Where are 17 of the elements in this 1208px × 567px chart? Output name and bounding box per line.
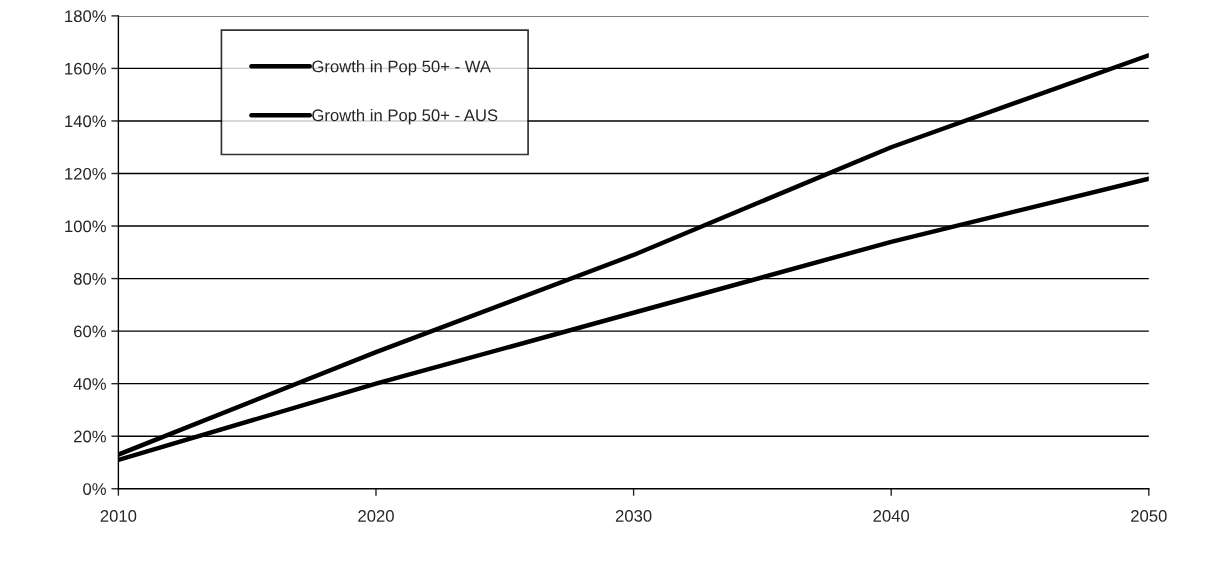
y-tick-label: 80% [73,272,106,285]
y-tick-label: 100% [65,220,106,233]
x-tick-label: 2050 [1131,510,1167,522]
x-tick-label: 2030 [615,510,652,522]
y-tick-label: 60% [74,325,106,338]
y-tick-label: 40% [73,378,106,390]
y-tick-label: 0% [83,483,106,495]
legend-label: Growth in Pop 50+ - AUS [312,108,498,125]
x-tick-label: 2040 [873,510,910,522]
y-tick-label: 120% [65,167,106,180]
y-tick-label: 180% [65,10,106,23]
y-tick-label: 140% [65,115,106,128]
y-tick-label: 20% [74,430,106,443]
x-tick-label: 2010 [100,510,137,522]
x-tick-label: 2020 [358,510,394,522]
y-tick-label: 160% [65,62,106,75]
legend-label: Growth in Pop 50+ - WA [312,60,491,76]
